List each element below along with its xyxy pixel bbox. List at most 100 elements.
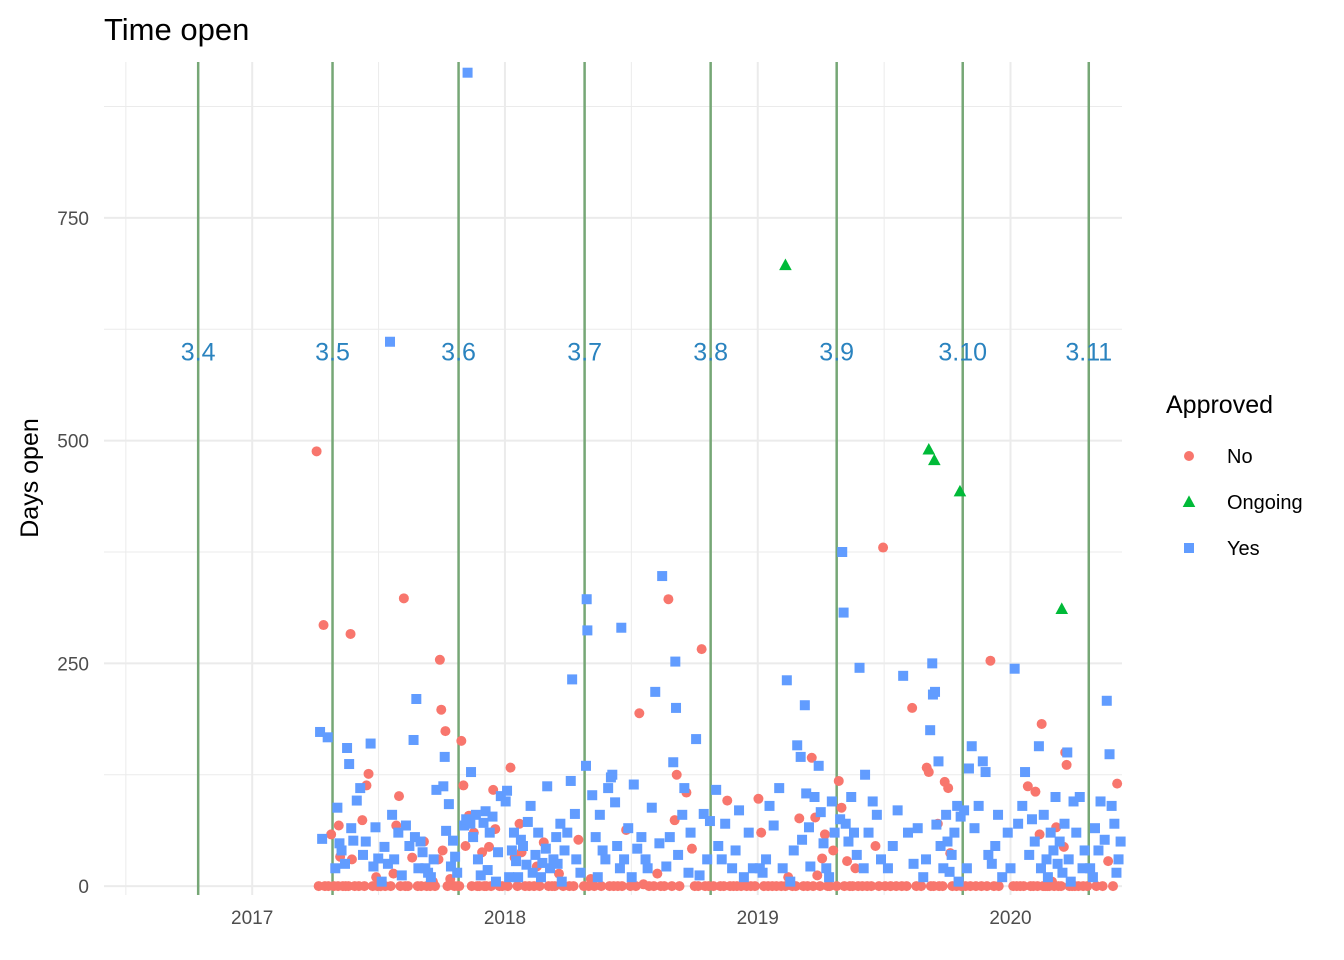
point-yes (567, 674, 578, 685)
point-yes (452, 867, 463, 878)
point-no (388, 868, 399, 879)
point-yes (785, 876, 796, 887)
point-no (817, 853, 828, 864)
point-yes (459, 820, 470, 831)
point-yes (626, 872, 637, 883)
release-label: 3.8 (693, 339, 728, 367)
point-no (669, 815, 680, 826)
point-yes (704, 816, 715, 827)
point-yes (694, 870, 705, 881)
point-yes (544, 863, 555, 874)
point-yes (480, 806, 491, 817)
point-yes (747, 863, 758, 874)
point-yes (450, 851, 461, 862)
point-yes (330, 863, 341, 874)
point-yes (871, 809, 882, 820)
point-yes (597, 845, 608, 856)
point-yes (843, 836, 854, 847)
point-ongoing (953, 484, 967, 497)
point-yes (952, 800, 963, 811)
point-yes (930, 686, 941, 697)
point-no (456, 735, 467, 746)
point-yes (628, 779, 639, 790)
point-yes (559, 845, 570, 856)
point-yes (720, 818, 731, 829)
point-yes (713, 841, 724, 851)
point-no (1056, 881, 1067, 892)
release-label: 3.11 (1065, 339, 1112, 367)
point-yes (415, 836, 426, 847)
point-yes (824, 872, 835, 883)
point-yes (805, 861, 816, 872)
legend-key-yes (1184, 543, 1194, 553)
point-yes (315, 726, 326, 737)
point-yes (535, 872, 546, 883)
point-yes (540, 843, 551, 854)
point-no (836, 802, 847, 813)
point-yes (385, 336, 396, 347)
point-yes (654, 838, 665, 849)
point-yes (525, 800, 536, 811)
point-yes (795, 751, 806, 762)
point-no (1112, 778, 1123, 789)
point-yes (522, 816, 533, 827)
legend-label-ongoing: Ongoing (1227, 492, 1303, 514)
point-no (753, 793, 764, 804)
point-yes (1029, 836, 1040, 847)
point-no (671, 769, 682, 780)
point-yes (1035, 863, 1046, 874)
point-yes (428, 854, 439, 865)
point-yes (1095, 796, 1106, 807)
point-yes (711, 784, 722, 795)
point-yes (821, 863, 832, 874)
point-yes (610, 797, 621, 808)
point-yes (788, 845, 799, 856)
point-yes (368, 861, 379, 872)
y-axis-tick-labels: 0 250 500 750 (57, 209, 89, 898)
point-yes (1079, 845, 1090, 856)
point-yes (472, 854, 483, 865)
point-yes (517, 841, 528, 851)
point-yes (616, 622, 627, 633)
point-yes (898, 670, 909, 681)
point-yes (1077, 863, 1088, 874)
point-no (708, 881, 719, 892)
point-yes (963, 763, 974, 774)
point-yes (506, 845, 517, 856)
point-yes (569, 808, 580, 819)
point-yes (826, 796, 837, 807)
point-yes (1074, 792, 1085, 802)
point-yes (1038, 809, 1049, 820)
point-yes (918, 872, 929, 883)
point-yes (1089, 823, 1100, 834)
point-no (833, 775, 844, 786)
point-yes (387, 809, 398, 820)
point-yes (592, 872, 603, 883)
point-yes (348, 835, 359, 846)
x-tick-label: 2019 (737, 908, 779, 929)
point-yes (986, 858, 997, 869)
point-no (505, 762, 516, 773)
point-no (385, 881, 396, 892)
point-yes (530, 849, 541, 860)
point-yes (837, 547, 848, 557)
point-no (907, 702, 918, 713)
point-no (458, 780, 469, 791)
point-no (648, 881, 659, 892)
point-yes (562, 827, 573, 838)
point-yes (396, 870, 407, 881)
point-yes (358, 849, 369, 860)
point-no (756, 827, 767, 838)
point-yes (938, 863, 949, 874)
point-yes (409, 832, 420, 843)
point-no (534, 881, 545, 892)
point-yes (1052, 858, 1063, 869)
point-yes (1002, 827, 1013, 838)
point-yes (761, 854, 772, 865)
point-no (674, 881, 685, 892)
point-yes (966, 741, 977, 752)
point-yes (502, 785, 513, 796)
point-no (318, 620, 329, 631)
point-yes (1087, 872, 1098, 883)
point-yes (942, 836, 953, 847)
